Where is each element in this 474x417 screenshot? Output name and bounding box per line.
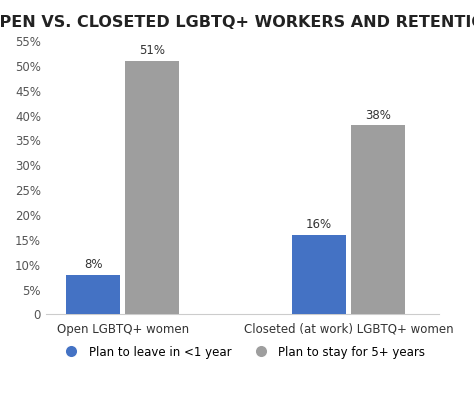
Bar xyxy=(351,126,405,314)
Title: OPEN VS. CLOSETED LGBTQ+ WORKERS AND RETENTION: OPEN VS. CLOSETED LGBTQ+ WORKERS AND RET… xyxy=(0,15,474,30)
Bar xyxy=(292,235,346,314)
Bar xyxy=(66,275,120,314)
Text: 51%: 51% xyxy=(139,44,165,57)
Text: 8%: 8% xyxy=(84,258,102,271)
Legend: Plan to leave in <1 year, Plan to stay for 5+ years: Plan to leave in <1 year, Plan to stay f… xyxy=(55,341,430,363)
Text: 38%: 38% xyxy=(365,109,391,122)
Bar xyxy=(125,61,179,314)
Text: 16%: 16% xyxy=(306,219,332,231)
